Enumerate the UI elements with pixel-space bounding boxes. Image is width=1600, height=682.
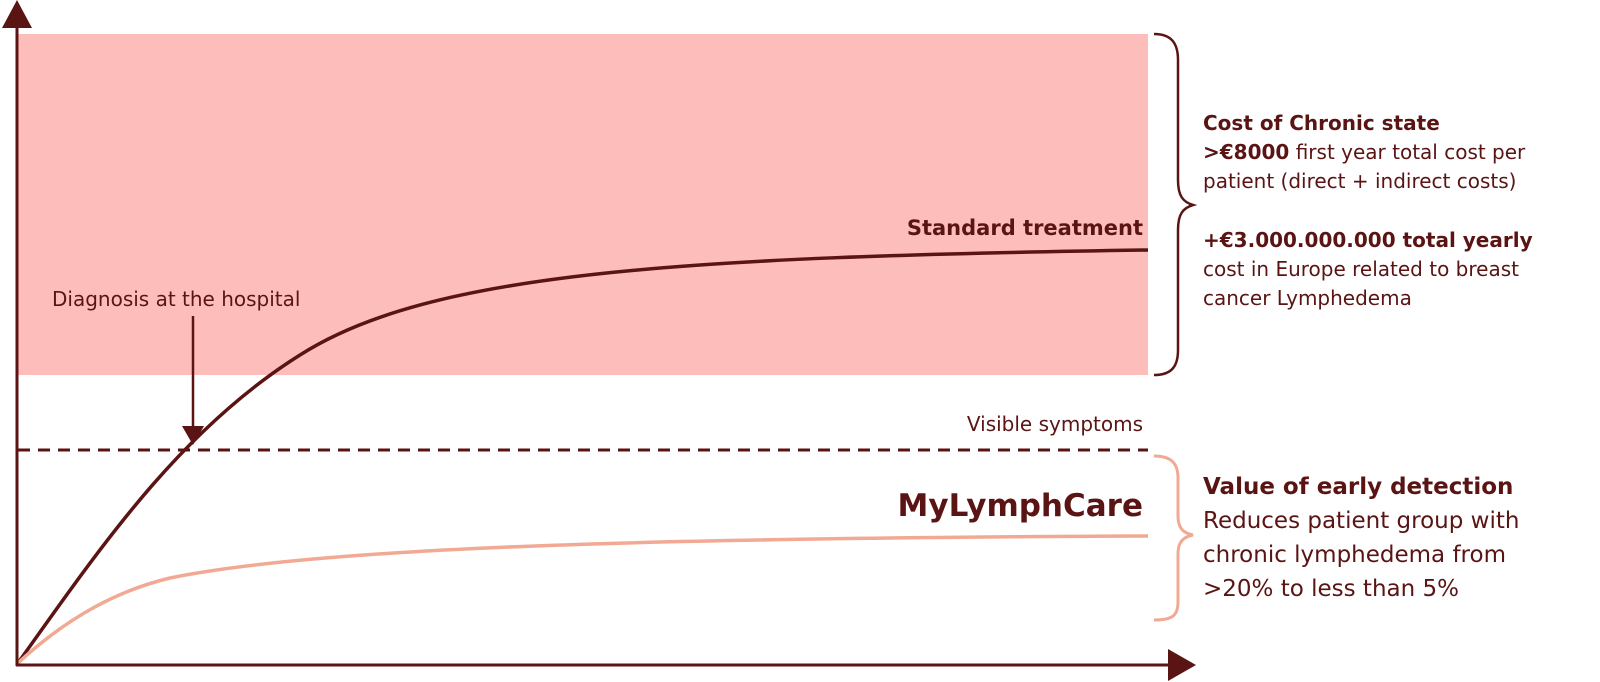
early-detection-title: Value of early detection (1203, 474, 1514, 500)
diagnosis-arrow-head (182, 426, 204, 445)
chronic-cost-text-2: patient (direct + indirect costs) (1203, 169, 1517, 193)
chronic-cost-value: >€8000 (1203, 140, 1290, 164)
panel-spacer (1203, 196, 1533, 226)
mylymphcare-label: MyLymphCare (897, 488, 1143, 524)
total-cost-text-2: cancer Lymphedema (1203, 286, 1412, 310)
standard-treatment-label: Standard treatment (906, 216, 1143, 240)
x-axis-arrow (1168, 649, 1196, 681)
visible-symptoms-label: Visible symptoms (966, 412, 1143, 436)
early-detection-panel: Value of early detection Reduces patient… (1203, 470, 1519, 606)
y-axis-arrow (2, 0, 32, 28)
diagnosis-label: Diagnosis at the hospital (52, 287, 301, 311)
total-cost-value: +€3.000.000.000 total yearly (1203, 228, 1533, 252)
chronic-cost-title: Cost of Chronic state (1203, 111, 1440, 135)
total-cost-text-1: cost in Europe related to breast (1203, 257, 1519, 281)
chronic-cost-text-1: first year total cost per (1289, 140, 1526, 164)
chronic-brace (1153, 32, 1198, 377)
chronic-cost-line-1: >€8000 first year total cost per (1203, 138, 1533, 167)
early-detection-brace (1153, 454, 1194, 622)
chronic-zone (18, 34, 1148, 375)
early-detection-line-3: >20% to less than 5% (1203, 576, 1459, 602)
early-detection-line-2: chronic lymphedema from (1203, 542, 1506, 568)
standard-treatment-curve (16, 248, 1149, 665)
early-detection-line-1: Reduces patient group with (1203, 508, 1520, 534)
mylymphcare-curve (16, 534, 1149, 665)
chronic-cost-panel: Cost of Chronic state >€8000 first year … (1203, 109, 1533, 313)
